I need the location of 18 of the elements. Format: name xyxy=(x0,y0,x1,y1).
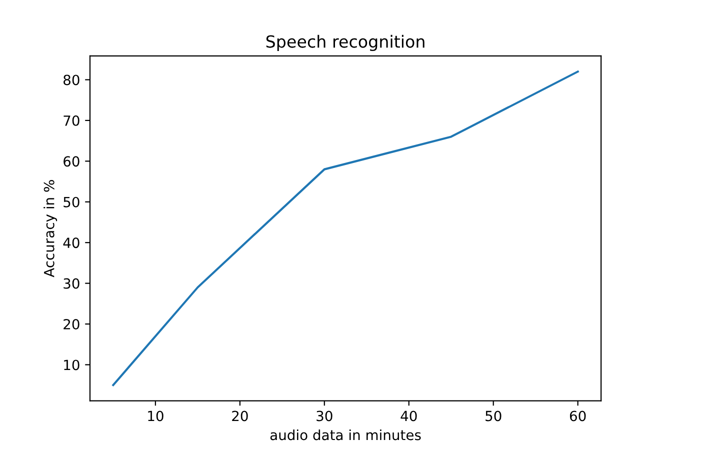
x-tick-label: 40 xyxy=(400,410,417,422)
y-tick-label: 10 xyxy=(64,360,80,370)
y-tick-label: 80 xyxy=(64,74,80,86)
x-tick-label: 10 xyxy=(148,410,164,422)
y-tick-label: 60 xyxy=(64,156,80,167)
x-tick-label: 50 xyxy=(486,410,502,422)
y-tick-label: 40 xyxy=(63,238,80,248)
y-axis-title: Accuracy in % xyxy=(44,180,58,278)
y-tick-label: 70 xyxy=(64,115,80,126)
y-tick-label: 20 xyxy=(64,318,80,330)
y-tick-label: 30 xyxy=(64,278,80,289)
x-tick-label: 30 xyxy=(316,410,332,422)
chart-title: Speech recognition xyxy=(266,34,424,52)
x-tick-label: 20 xyxy=(232,410,248,422)
x-axis-title: audio data in minutes xyxy=(270,429,421,440)
x-tick-label: 60 xyxy=(570,410,586,422)
y-tick-label: 50 xyxy=(64,196,80,208)
line-series xyxy=(112,70,579,386)
